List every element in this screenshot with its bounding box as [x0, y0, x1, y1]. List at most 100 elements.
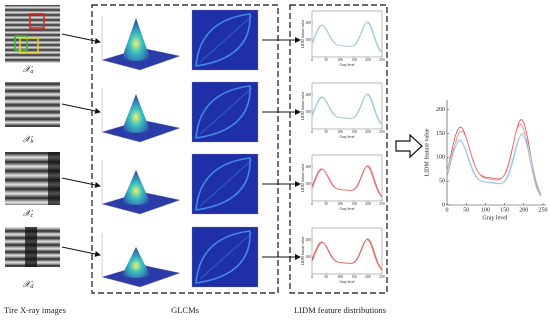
glcm-2d-pattern	[199, 232, 253, 280]
mini-plot-frame	[311, 10, 383, 58]
image-label: 𝒳d	[23, 279, 35, 290]
image-symbol: 𝒳	[23, 64, 34, 74]
x-tick-label: 50	[324, 202, 328, 206]
y-tick-label: 200	[306, 165, 312, 169]
column-label: GLCMs	[171, 305, 199, 315]
x-tick-label: 250	[379, 130, 385, 134]
glcm-3d-spike	[122, 18, 150, 61]
x-tick-label: 200	[365, 275, 371, 279]
image-symbol: 𝒳	[23, 279, 34, 289]
y-tick-label: 100	[436, 155, 445, 161]
y-tick-label: 200	[436, 107, 445, 113]
roi-box	[14, 35, 28, 51]
xray-image	[5, 82, 60, 127]
glcm-3d-axis	[101, 16, 181, 71]
x-tick-label: 50	[324, 130, 328, 134]
x-axis-label: Gray level	[339, 63, 354, 67]
glcm-3d-spike	[122, 247, 150, 278]
arrow	[61, 177, 101, 188]
glcm-2d-pattern	[199, 159, 253, 207]
curve	[311, 166, 383, 198]
y-tick-label: 200	[306, 93, 312, 97]
y-axis-label: LIDM feature value	[301, 91, 305, 120]
column-label: LIDM feature distributions	[294, 305, 386, 315]
x-tick-label: 50	[324, 58, 328, 62]
curve	[446, 119, 542, 195]
distribution-box	[289, 4, 388, 294]
x-axis-label: Gray level	[339, 135, 354, 139]
x-tick-label: 200	[519, 207, 528, 213]
glcm-2d-pattern	[199, 15, 253, 63]
y-tick-label: 200	[306, 21, 312, 25]
roi-box	[19, 37, 39, 54]
y-tick-label: 100	[306, 110, 312, 114]
curve	[311, 94, 383, 126]
curve	[311, 22, 383, 54]
x-tick-label: 250	[379, 202, 385, 206]
glcm-3d-axis	[101, 88, 181, 143]
y-tick-label: 100	[306, 255, 312, 259]
x-tick-label: 150	[351, 275, 357, 279]
image-label: 𝒳b	[23, 134, 34, 145]
x-tick-label: 250	[539, 207, 548, 213]
x-tick-label: 50	[324, 275, 328, 279]
image-subscript: d	[30, 284, 34, 290]
x-tick-label: 200	[365, 202, 371, 206]
curve	[311, 239, 383, 271]
image-subscript: c	[31, 213, 34, 219]
x-tick-label: 0	[311, 275, 313, 279]
y-tick-label: 150	[436, 131, 445, 137]
glcm-3d-spike	[122, 94, 150, 133]
y-tick-label: 200	[306, 238, 312, 242]
x-tick-label: 100	[337, 58, 343, 62]
arrow	[61, 103, 101, 114]
image-shadow	[25, 227, 37, 267]
roi-box	[29, 13, 45, 29]
image-shadow	[48, 152, 60, 205]
x-axis-label: Gray level	[482, 215, 507, 221]
column-label: Tire X-ray images	[4, 305, 66, 315]
x-tick-label: 150	[500, 207, 509, 213]
x-tick-label: 100	[337, 275, 343, 279]
x-tick-label: 0	[311, 202, 313, 206]
x-tick-label: 0	[446, 207, 449, 213]
mini-plot-frame	[311, 82, 383, 130]
mini-plot-frame	[311, 227, 383, 275]
x-tick-label: 100	[337, 130, 343, 134]
glcm-2d-pattern	[195, 157, 251, 211]
x-tick-label: 0	[311, 58, 313, 62]
y-tick-label: 0	[442, 202, 445, 208]
glcm-box	[91, 4, 279, 294]
image-label: 𝒳c	[23, 208, 34, 219]
x-tick-label: 100	[481, 207, 490, 213]
y-axis-label: LIDM feature value	[301, 236, 305, 265]
curve	[446, 134, 542, 196]
x-tick-label: 250	[379, 58, 385, 62]
image-symbol: 𝒳	[23, 134, 34, 144]
arrow	[61, 33, 101, 44]
image-label: 𝒳a	[23, 64, 34, 75]
image-symbol: 𝒳	[23, 208, 34, 218]
glcm-3d-spike	[122, 170, 150, 205]
x-tick-label: 150	[351, 202, 357, 206]
mini-plot-frame	[311, 154, 383, 202]
glcm-3d-axis	[101, 160, 181, 215]
y-axis-label: LIDM feature value	[423, 128, 430, 176]
y-axis-label: LIDM feature value	[301, 19, 305, 48]
x-tick-label: 200	[365, 130, 371, 134]
image-subscript: a	[30, 69, 33, 75]
y-tick-label: 50	[439, 179, 445, 185]
glcm-2d-pattern	[195, 13, 251, 67]
x-tick-label: 0	[311, 130, 313, 134]
x-tick-label: 150	[351, 58, 357, 62]
glcm-3d-axis	[101, 233, 181, 288]
x-tick-label: 50	[463, 207, 469, 213]
x-axis-label: Gray level	[339, 207, 354, 211]
x-tick-label: 150	[351, 130, 357, 134]
y-tick-label: 100	[306, 182, 312, 186]
glcm-2d-pattern	[195, 230, 251, 284]
x-axis-label: Gray level	[339, 280, 354, 284]
flow-arrow	[395, 133, 423, 159]
image-subscript: b	[30, 139, 33, 145]
